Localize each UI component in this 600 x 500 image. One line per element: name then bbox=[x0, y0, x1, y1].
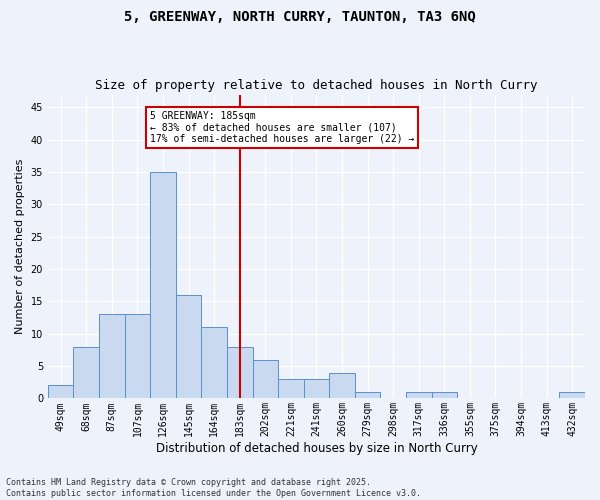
Bar bbox=[99, 314, 125, 398]
Bar bbox=[304, 379, 329, 398]
Bar bbox=[329, 372, 355, 398]
Bar bbox=[253, 360, 278, 399]
Text: Contains HM Land Registry data © Crown copyright and database right 2025.
Contai: Contains HM Land Registry data © Crown c… bbox=[6, 478, 421, 498]
Text: 5 GREENWAY: 185sqm
← 83% of detached houses are smaller (107)
17% of semi-detach: 5 GREENWAY: 185sqm ← 83% of detached hou… bbox=[150, 110, 415, 144]
Bar bbox=[202, 328, 227, 398]
Text: 5, GREENWAY, NORTH CURRY, TAUNTON, TA3 6NQ: 5, GREENWAY, NORTH CURRY, TAUNTON, TA3 6… bbox=[124, 10, 476, 24]
Bar bbox=[431, 392, 457, 398]
Bar bbox=[150, 172, 176, 398]
Bar bbox=[125, 314, 150, 398]
Y-axis label: Number of detached properties: Number of detached properties bbox=[15, 159, 25, 334]
Bar bbox=[73, 346, 99, 399]
Bar bbox=[176, 295, 202, 399]
Bar bbox=[355, 392, 380, 398]
Bar bbox=[48, 386, 73, 398]
X-axis label: Distribution of detached houses by size in North Curry: Distribution of detached houses by size … bbox=[155, 442, 478, 455]
Bar bbox=[406, 392, 431, 398]
Bar bbox=[227, 346, 253, 399]
Bar bbox=[278, 379, 304, 398]
Title: Size of property relative to detached houses in North Curry: Size of property relative to detached ho… bbox=[95, 79, 538, 92]
Bar bbox=[559, 392, 585, 398]
